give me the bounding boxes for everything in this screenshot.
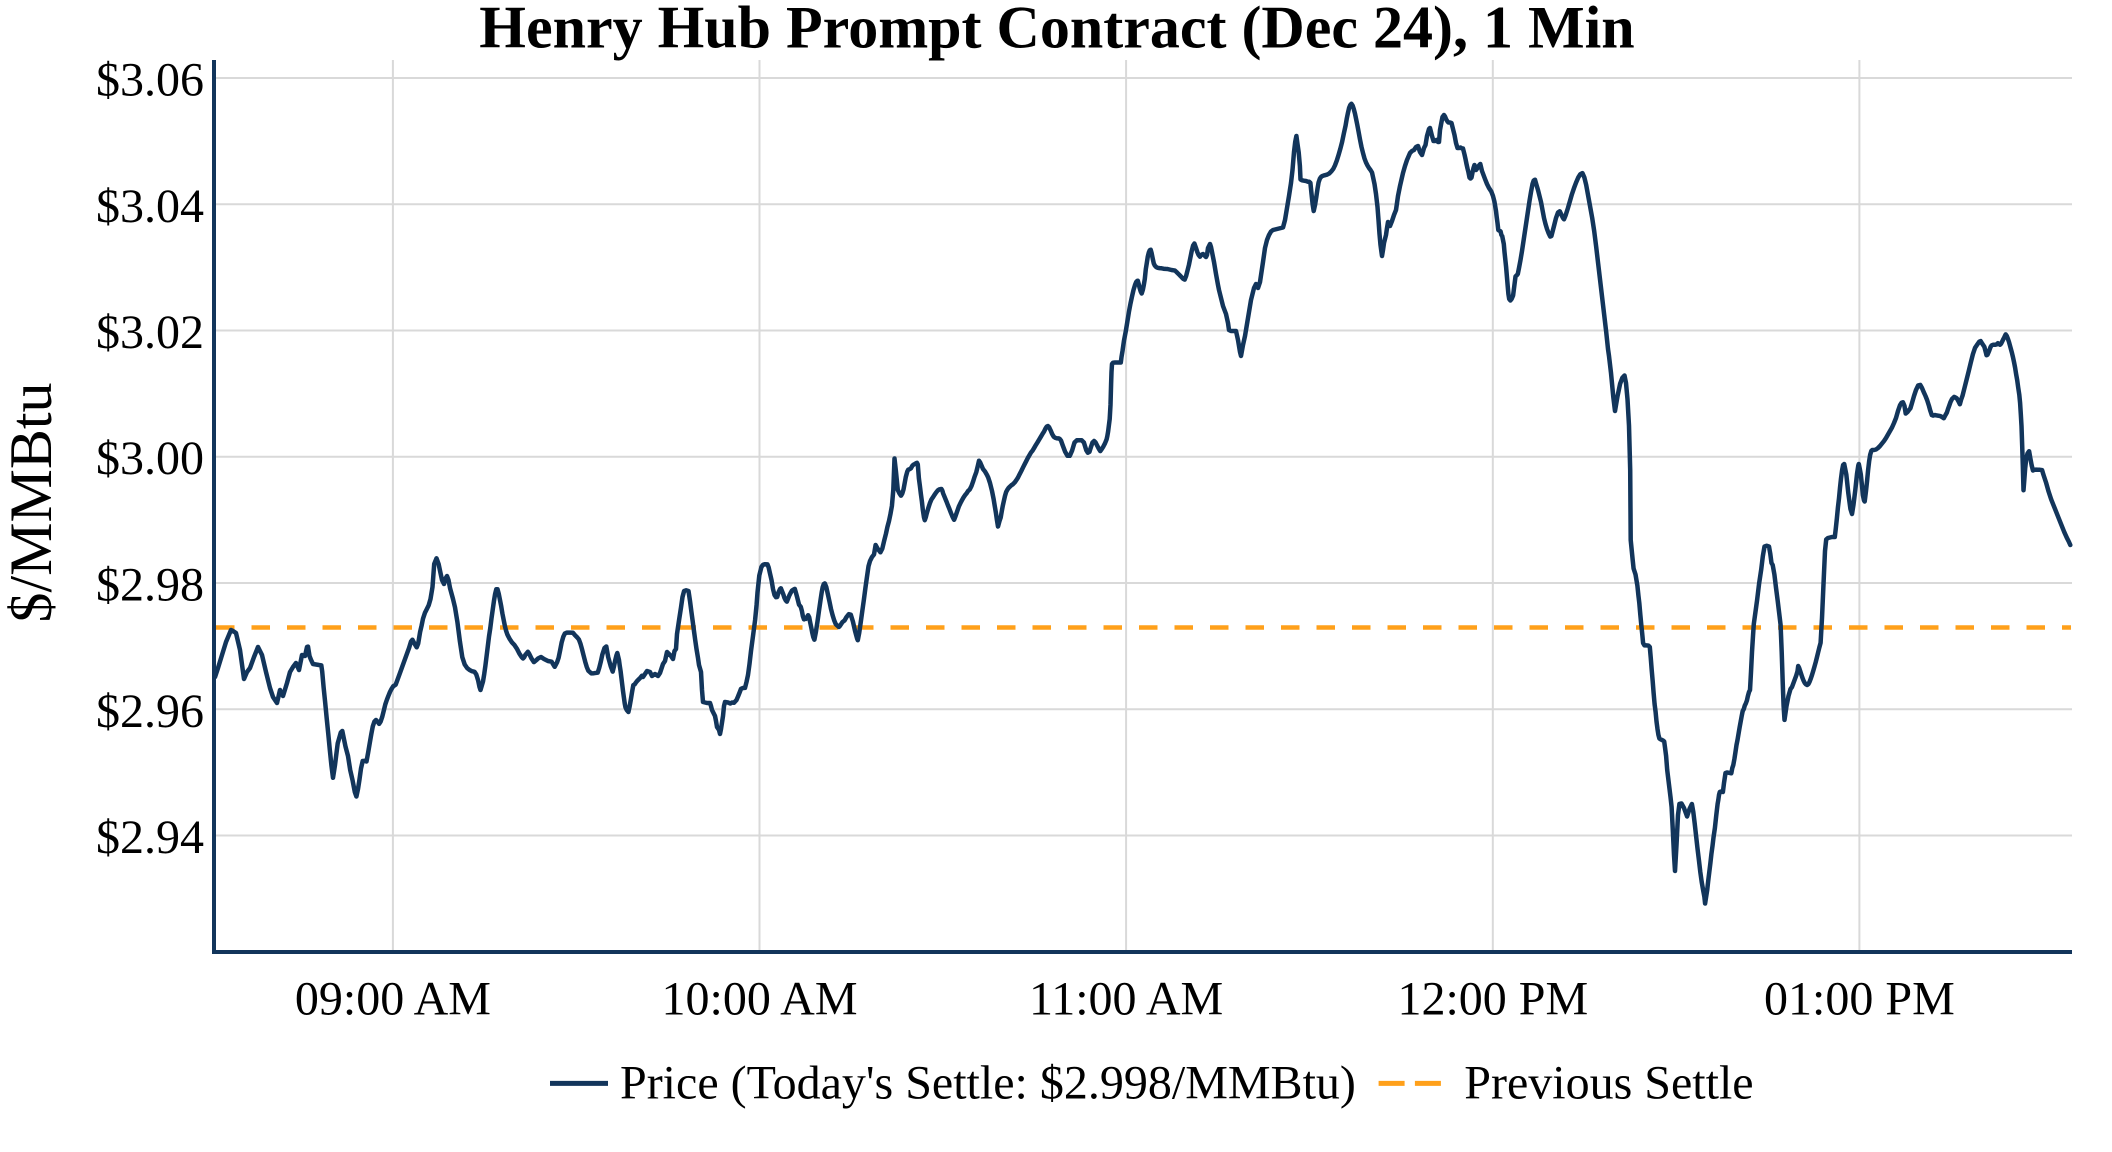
svg-text:Henry Hub Prompt Contract (Dec: Henry Hub Prompt Contract (Dec 24), 1 Mi…	[479, 0, 1634, 61]
svg-text:11:00 AM: 11:00 AM	[1029, 973, 1223, 1026]
svg-text:$3.06: $3.06	[96, 54, 204, 107]
svg-text:09:00 AM: 09:00 AM	[295, 973, 491, 1026]
svg-text:01:00 PM: 01:00 PM	[1764, 973, 1955, 1026]
svg-text:Previous Settle: Previous Settle	[1464, 1057, 1753, 1110]
svg-text:$3.04: $3.04	[96, 180, 204, 233]
svg-text:$3.00: $3.00	[96, 432, 204, 485]
svg-text:$3.02: $3.02	[96, 306, 204, 359]
svg-text:Price (Today's Settle: $2.998/: Price (Today's Settle: $2.998/MMBtu)	[620, 1057, 1356, 1110]
svg-text:$2.98: $2.98	[96, 559, 204, 612]
svg-text:$/MMBtu: $/MMBtu	[0, 382, 64, 622]
svg-text:$2.94: $2.94	[96, 811, 204, 864]
svg-text:$2.96: $2.96	[96, 685, 204, 738]
svg-text:10:00 AM: 10:00 AM	[661, 973, 857, 1026]
svg-text:12:00 PM: 12:00 PM	[1397, 973, 1588, 1026]
